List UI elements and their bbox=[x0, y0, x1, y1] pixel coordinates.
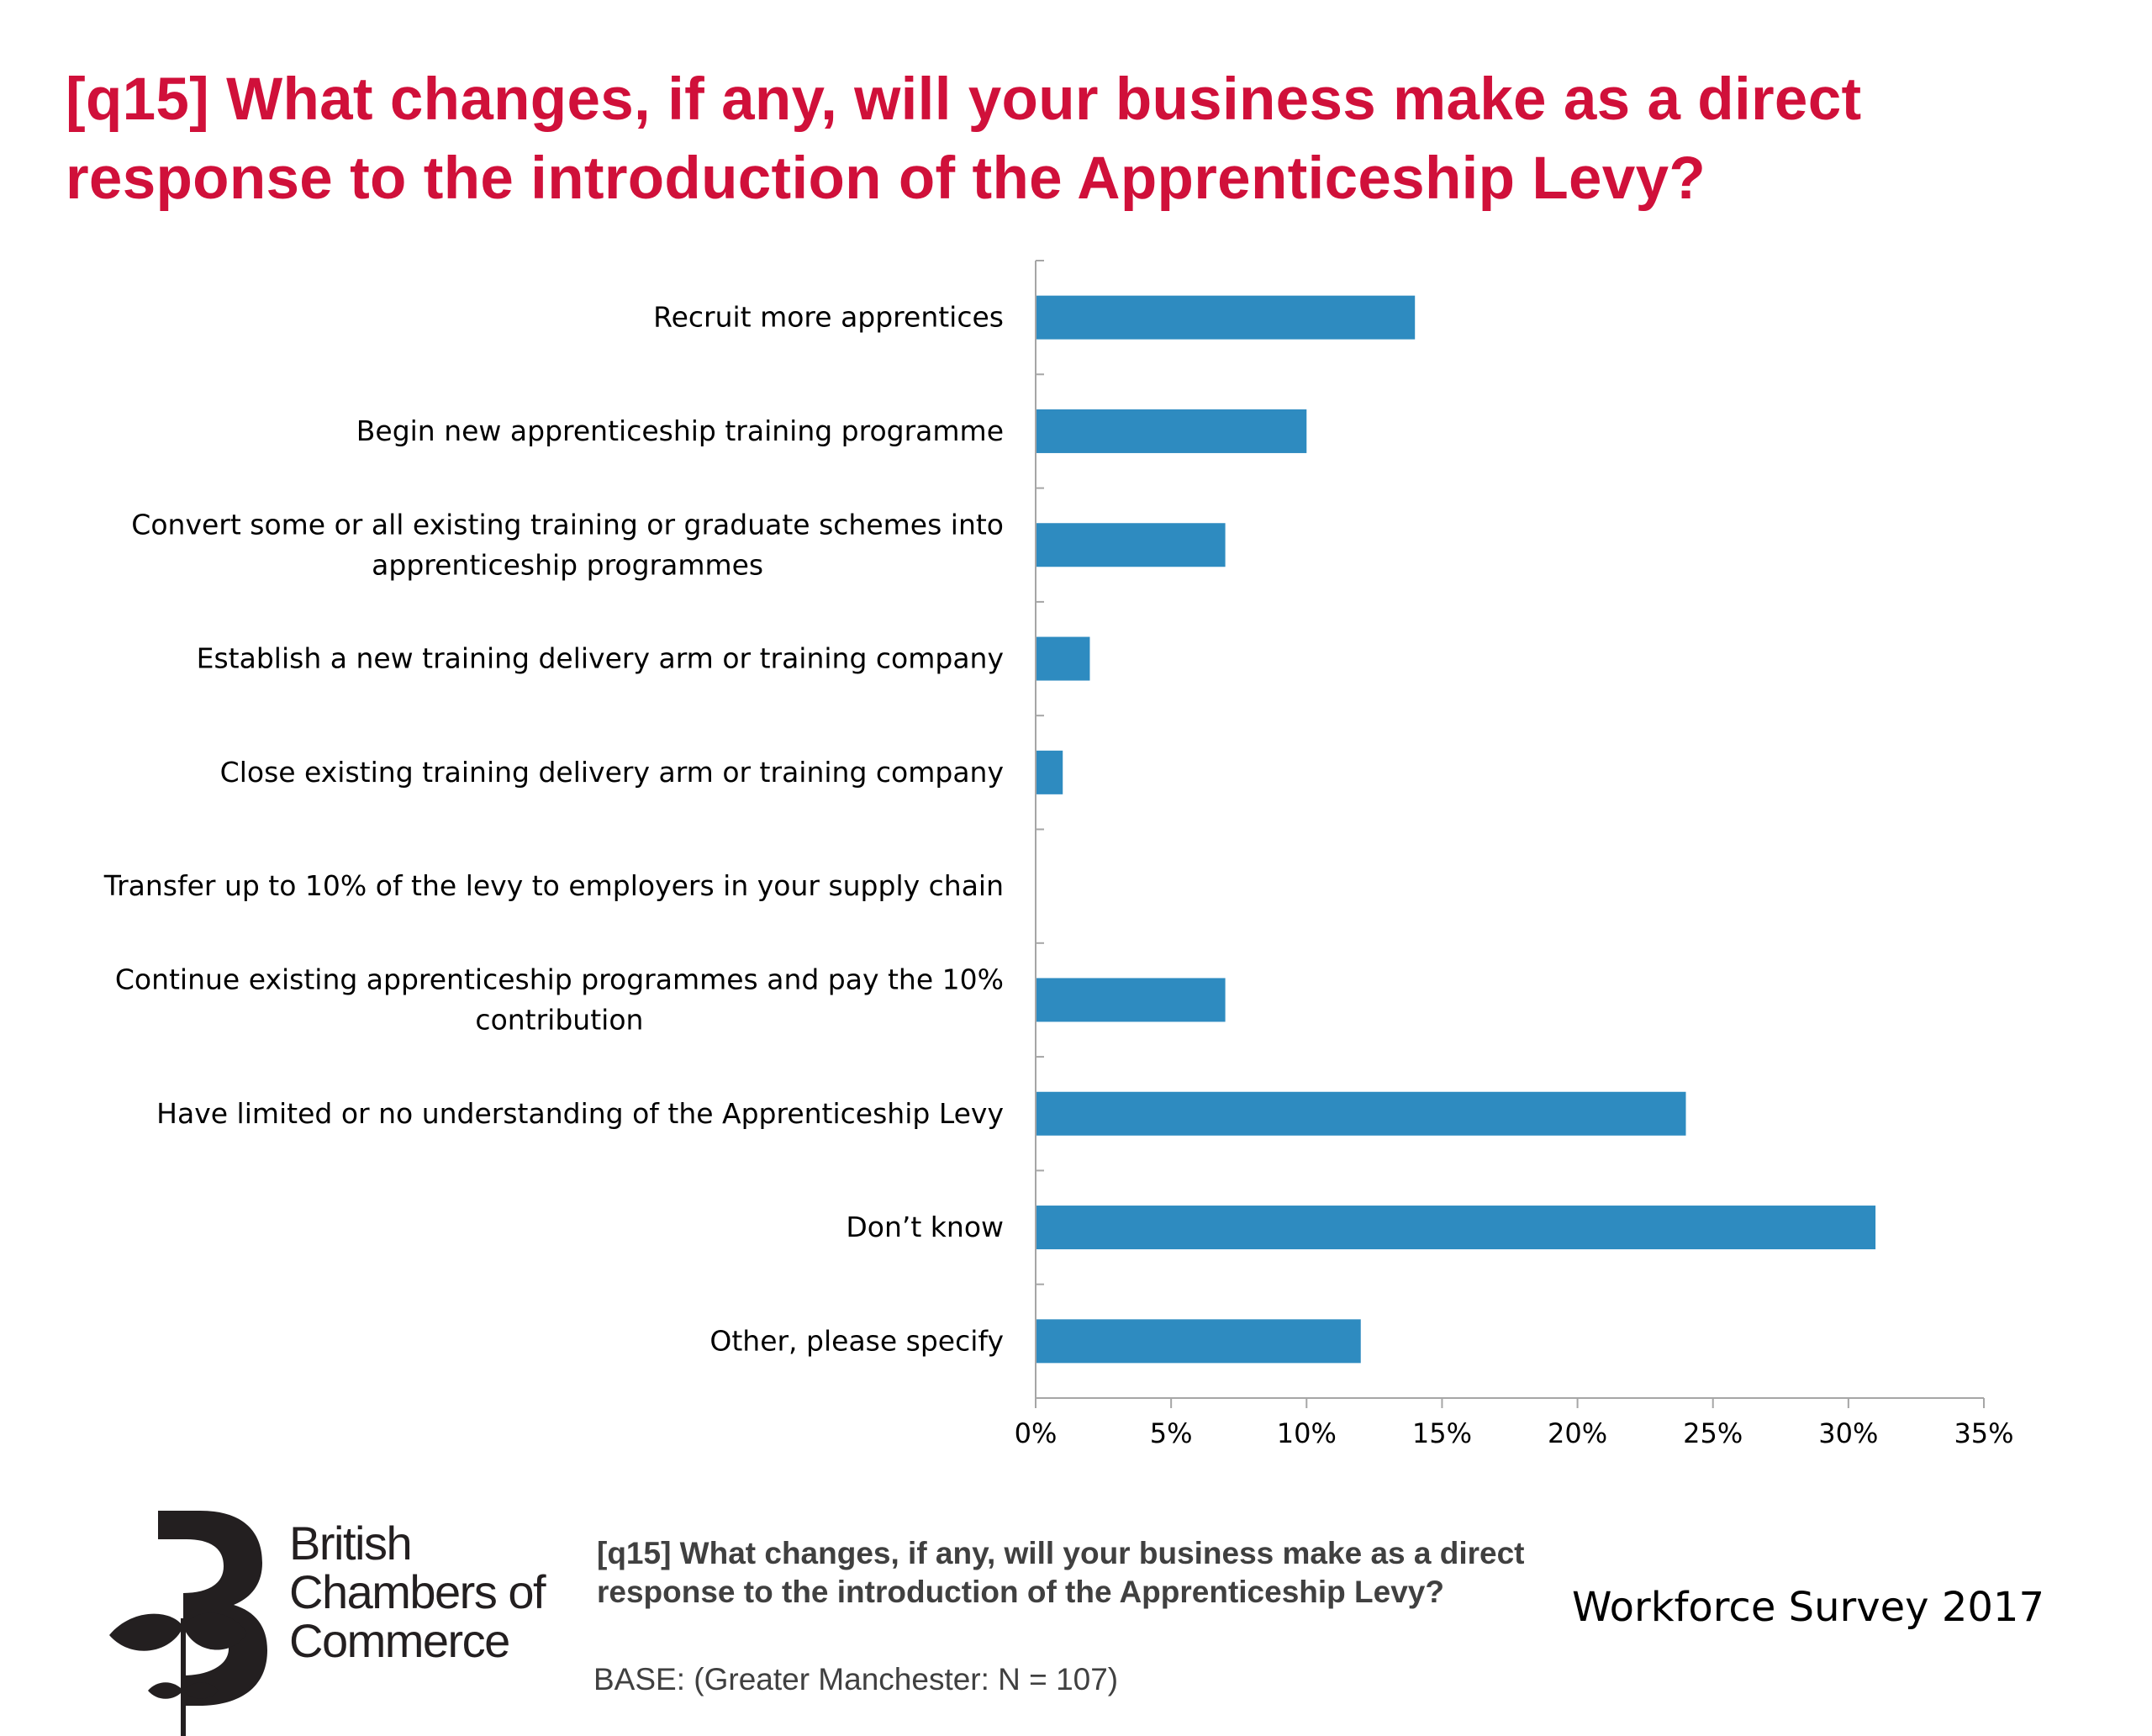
category-labels: Recruit more apprentices Begin new appren… bbox=[103, 301, 1004, 1358]
footer-base-note: BASE: (Greater Manchester: N = 107) bbox=[593, 1662, 1119, 1696]
x-tick-label: 5% bbox=[1150, 1417, 1193, 1449]
page-title: [q15] What changes, if any, will your bu… bbox=[66, 66, 1862, 212]
bars-layer bbox=[1036, 295, 1876, 1364]
category-label-line: apprenticeship programmes bbox=[372, 548, 763, 581]
category-label: Close existing training delivery arm or … bbox=[220, 756, 1004, 789]
axis-layer bbox=[1035, 260, 1985, 1408]
x-tick-label: 10% bbox=[1277, 1417, 1337, 1449]
category-label: Transfer up to 10% of the levy to employ… bbox=[103, 869, 1004, 902]
bar-chart: Recruit more apprentices Begin new appren… bbox=[103, 260, 2014, 1449]
footer-question: [q15] What changes, if any, will your bu… bbox=[597, 1536, 1525, 1609]
category-label-line: Convert some or all existing training or… bbox=[131, 508, 1004, 541]
category-label: Establish a new training delivery arm or… bbox=[197, 642, 1004, 675]
category-label: Have limited or no understanding of the … bbox=[156, 1097, 1004, 1130]
logo-text-line: Commerce bbox=[289, 1614, 510, 1667]
tick-labels: 0% 5% 10% 15% 20% 25% 30% 35% bbox=[1015, 1417, 2014, 1449]
bar bbox=[1036, 523, 1226, 567]
category-label: Begin new apprenticeship training progra… bbox=[356, 414, 1004, 447]
logo-text-line: British bbox=[289, 1517, 413, 1570]
x-tick-label: 20% bbox=[1548, 1417, 1607, 1449]
bar bbox=[1036, 1206, 1876, 1250]
bar bbox=[1036, 409, 1307, 453]
bar bbox=[1036, 750, 1063, 794]
category-label: Don’t know bbox=[846, 1211, 1004, 1243]
bcc-logo: British Chambers of Commerce bbox=[106, 1501, 577, 1736]
x-tick-label: 15% bbox=[1412, 1417, 1472, 1449]
x-tick-label: 25% bbox=[1683, 1417, 1743, 1449]
x-tick-label: 30% bbox=[1818, 1417, 1878, 1449]
bar bbox=[1036, 636, 1090, 681]
category-label: Convert some or all existing training or… bbox=[131, 508, 1004, 581]
category-label: Continue existing apprenticeship program… bbox=[115, 963, 1004, 1036]
category-label: Other, please specify bbox=[709, 1324, 1004, 1357]
bar bbox=[1036, 1091, 1686, 1136]
bar bbox=[1036, 1319, 1361, 1364]
x-tick-label: 0% bbox=[1015, 1417, 1058, 1449]
survey-name: Workforce Survey 2017 bbox=[1571, 1584, 2044, 1631]
bcc-logo-mark bbox=[109, 1511, 267, 1736]
bar bbox=[1036, 295, 1416, 340]
category-label: Recruit more apprentices bbox=[653, 301, 1004, 334]
bar bbox=[1036, 978, 1226, 1022]
x-tick-label: 35% bbox=[1954, 1417, 2013, 1449]
category-label-line: Continue existing apprenticeship program… bbox=[115, 963, 1004, 995]
category-label-line: contribution bbox=[475, 1003, 643, 1036]
logo-text-line: Chambers of bbox=[289, 1565, 546, 1618]
